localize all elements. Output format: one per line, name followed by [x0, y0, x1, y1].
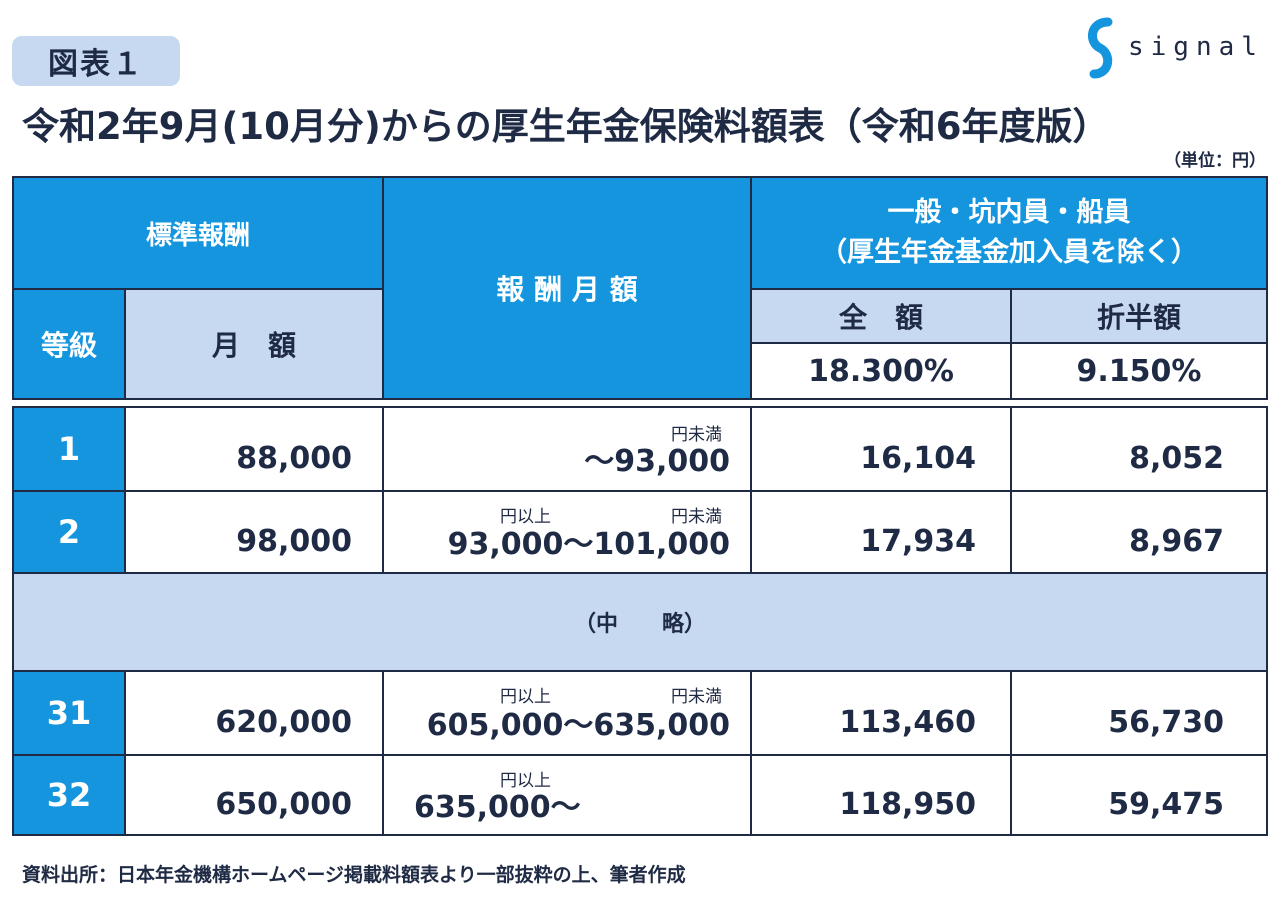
- grade-cell: 32: [12, 754, 126, 836]
- full-cell: 16,104: [750, 406, 1012, 492]
- monthly-cell: 650,000: [124, 754, 384, 836]
- header-category-line2: （厚生年金基金加入員を除く）: [820, 237, 1198, 268]
- range-text: 605,000〜635,000: [426, 708, 730, 743]
- grade-cell: 2: [12, 490, 126, 574]
- monthly-cell: 98,000: [124, 490, 384, 574]
- range-cell: 円以上 円未満 605,000〜635,000: [382, 670, 752, 756]
- lower-note: 円以上: [500, 771, 551, 791]
- rate-half: 9.150%: [1010, 342, 1268, 400]
- source-note: 資料出所：日本年金機構ホームページ掲載料額表より一部抜粋の上、筆者作成: [22, 864, 686, 886]
- figure-label: 図表１: [12, 36, 180, 86]
- half-cell: 8,967: [1010, 490, 1268, 574]
- grade-cell: 1: [12, 406, 126, 492]
- header-standard-remuneration: 標準報酬: [12, 176, 384, 290]
- full-cell: 17,934: [750, 490, 1012, 574]
- range-text: 93,000〜101,000: [447, 527, 730, 562]
- header-monthly-amount: 月 額: [124, 288, 384, 400]
- omitted-row: （中 略）: [12, 572, 1268, 672]
- range-cell: 円以上 635,000〜: [382, 754, 752, 836]
- range-cell: 円以上 円未満 93,000〜101,000: [382, 490, 752, 574]
- header-grade: 等級: [12, 288, 126, 400]
- header-half: 折半額: [1010, 288, 1268, 344]
- half-cell: 59,475: [1010, 754, 1268, 836]
- header-category-line1: 一般・坑内員・船員: [887, 197, 1131, 228]
- half-cell: 8,052: [1010, 406, 1268, 492]
- lower-note: 円以上: [500, 687, 551, 707]
- brand-name: signal: [1128, 32, 1264, 62]
- page-title: 令和2年9月(10月分)からの厚生年金保険料額表（令和6年度版）: [22, 105, 1110, 148]
- full-cell: 113,460: [750, 670, 1012, 756]
- unit-note: （単位：円）: [1164, 151, 1266, 171]
- signal-logo-icon: [1088, 17, 1113, 79]
- full-cell: 118,950: [750, 754, 1012, 836]
- lower-note: 円以上: [500, 507, 551, 527]
- upper-note: 円未満: [671, 425, 722, 445]
- monthly-cell: 620,000: [124, 670, 384, 756]
- half-cell: 56,730: [1010, 670, 1268, 756]
- header-remuneration-monthly: 報 酬 月 額: [382, 176, 752, 400]
- range-cell: 円未満 〜93,000: [382, 406, 752, 492]
- range-text: 635,000〜: [414, 790, 581, 825]
- header-category: 一般・坑内員・船員 （厚生年金基金加入員を除く）: [750, 176, 1268, 290]
- rate-full: 18.300%: [750, 342, 1012, 400]
- upper-note: 円未満: [671, 687, 722, 707]
- grade-cell: 31: [12, 670, 126, 756]
- upper-note: 円未満: [671, 507, 722, 527]
- header-full: 全 額: [750, 288, 1012, 344]
- range-text: 〜93,000: [584, 444, 730, 479]
- monthly-cell: 88,000: [124, 406, 384, 492]
